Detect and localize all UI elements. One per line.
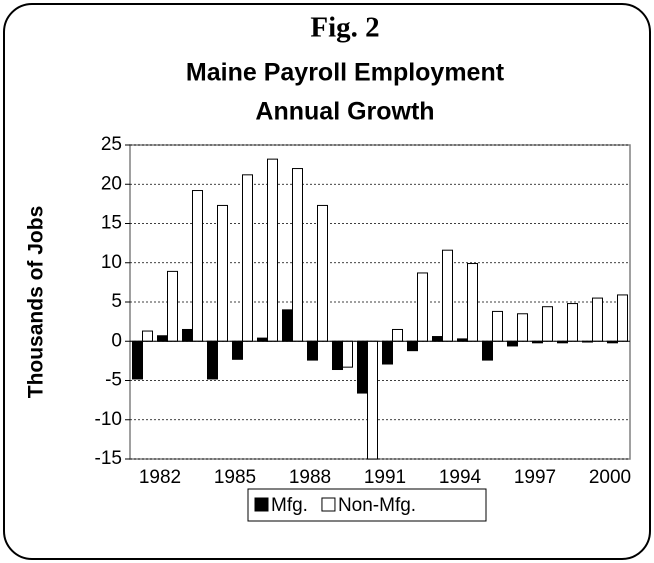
- legend-swatch: [321, 497, 336, 512]
- x-tick-label: 1994: [439, 467, 482, 488]
- bar: [232, 340, 243, 360]
- bar: [382, 340, 393, 365]
- bar: [242, 174, 253, 342]
- bar: [342, 340, 353, 368]
- bar: [407, 340, 418, 352]
- bar: [357, 340, 368, 394]
- bar: [282, 309, 293, 342]
- y-tick-label: 10: [101, 252, 122, 273]
- chart-title: Fig. 2: [310, 12, 379, 44]
- bar: [157, 335, 168, 342]
- bar: [332, 340, 343, 371]
- bar: [617, 294, 628, 342]
- bar: [317, 204, 328, 342]
- bar: [517, 313, 528, 342]
- bar: [507, 340, 518, 347]
- x-tick-label: 1982: [139, 467, 181, 488]
- bar: [307, 340, 318, 361]
- y-tick-label: 15: [101, 213, 122, 234]
- bar: [292, 168, 303, 342]
- bar: [542, 306, 553, 342]
- chart-subtitle: Annual Growth: [255, 98, 434, 126]
- x-tick-label: 1997: [514, 467, 556, 488]
- legend-label: Non-Mfg.: [338, 495, 416, 516]
- y-tick-label: 5: [111, 291, 122, 312]
- bar: [182, 328, 193, 342]
- y-tick-label: 20: [101, 173, 122, 194]
- bar: [267, 158, 278, 342]
- bar: [567, 303, 578, 342]
- x-tick-label: 1985: [214, 467, 256, 488]
- y-tick-label: 25: [101, 134, 122, 155]
- y-tick-label: -5: [105, 370, 122, 391]
- x-tick-label: 2000: [589, 467, 631, 488]
- legend-swatch: [254, 497, 269, 512]
- bar: [432, 336, 443, 342]
- x-tick-label: 1988: [289, 467, 331, 488]
- bar: [132, 340, 143, 380]
- bar: [417, 272, 428, 342]
- legend: [247, 488, 487, 522]
- bar: [207, 340, 218, 380]
- bar: [492, 310, 503, 342]
- bar: [192, 190, 203, 342]
- chart-subtitle: Maine Payroll Employment: [186, 59, 505, 87]
- bar: [482, 340, 493, 361]
- bar: [392, 328, 403, 342]
- bar: [142, 330, 153, 342]
- bar: [217, 204, 228, 342]
- y-tick-label: -10: [95, 409, 122, 430]
- legend-label: Mfg.: [271, 495, 308, 516]
- x-tick-label: 1991: [364, 467, 406, 488]
- y-tick-label: 0: [111, 330, 122, 351]
- bar: [367, 340, 378, 460]
- bar: [592, 297, 603, 342]
- y-axis-label: Thousands of Jobs: [25, 206, 48, 399]
- bar: [467, 263, 478, 342]
- y-tick-label: -15: [95, 448, 122, 469]
- bar: [442, 249, 453, 342]
- bar: [167, 270, 178, 342]
